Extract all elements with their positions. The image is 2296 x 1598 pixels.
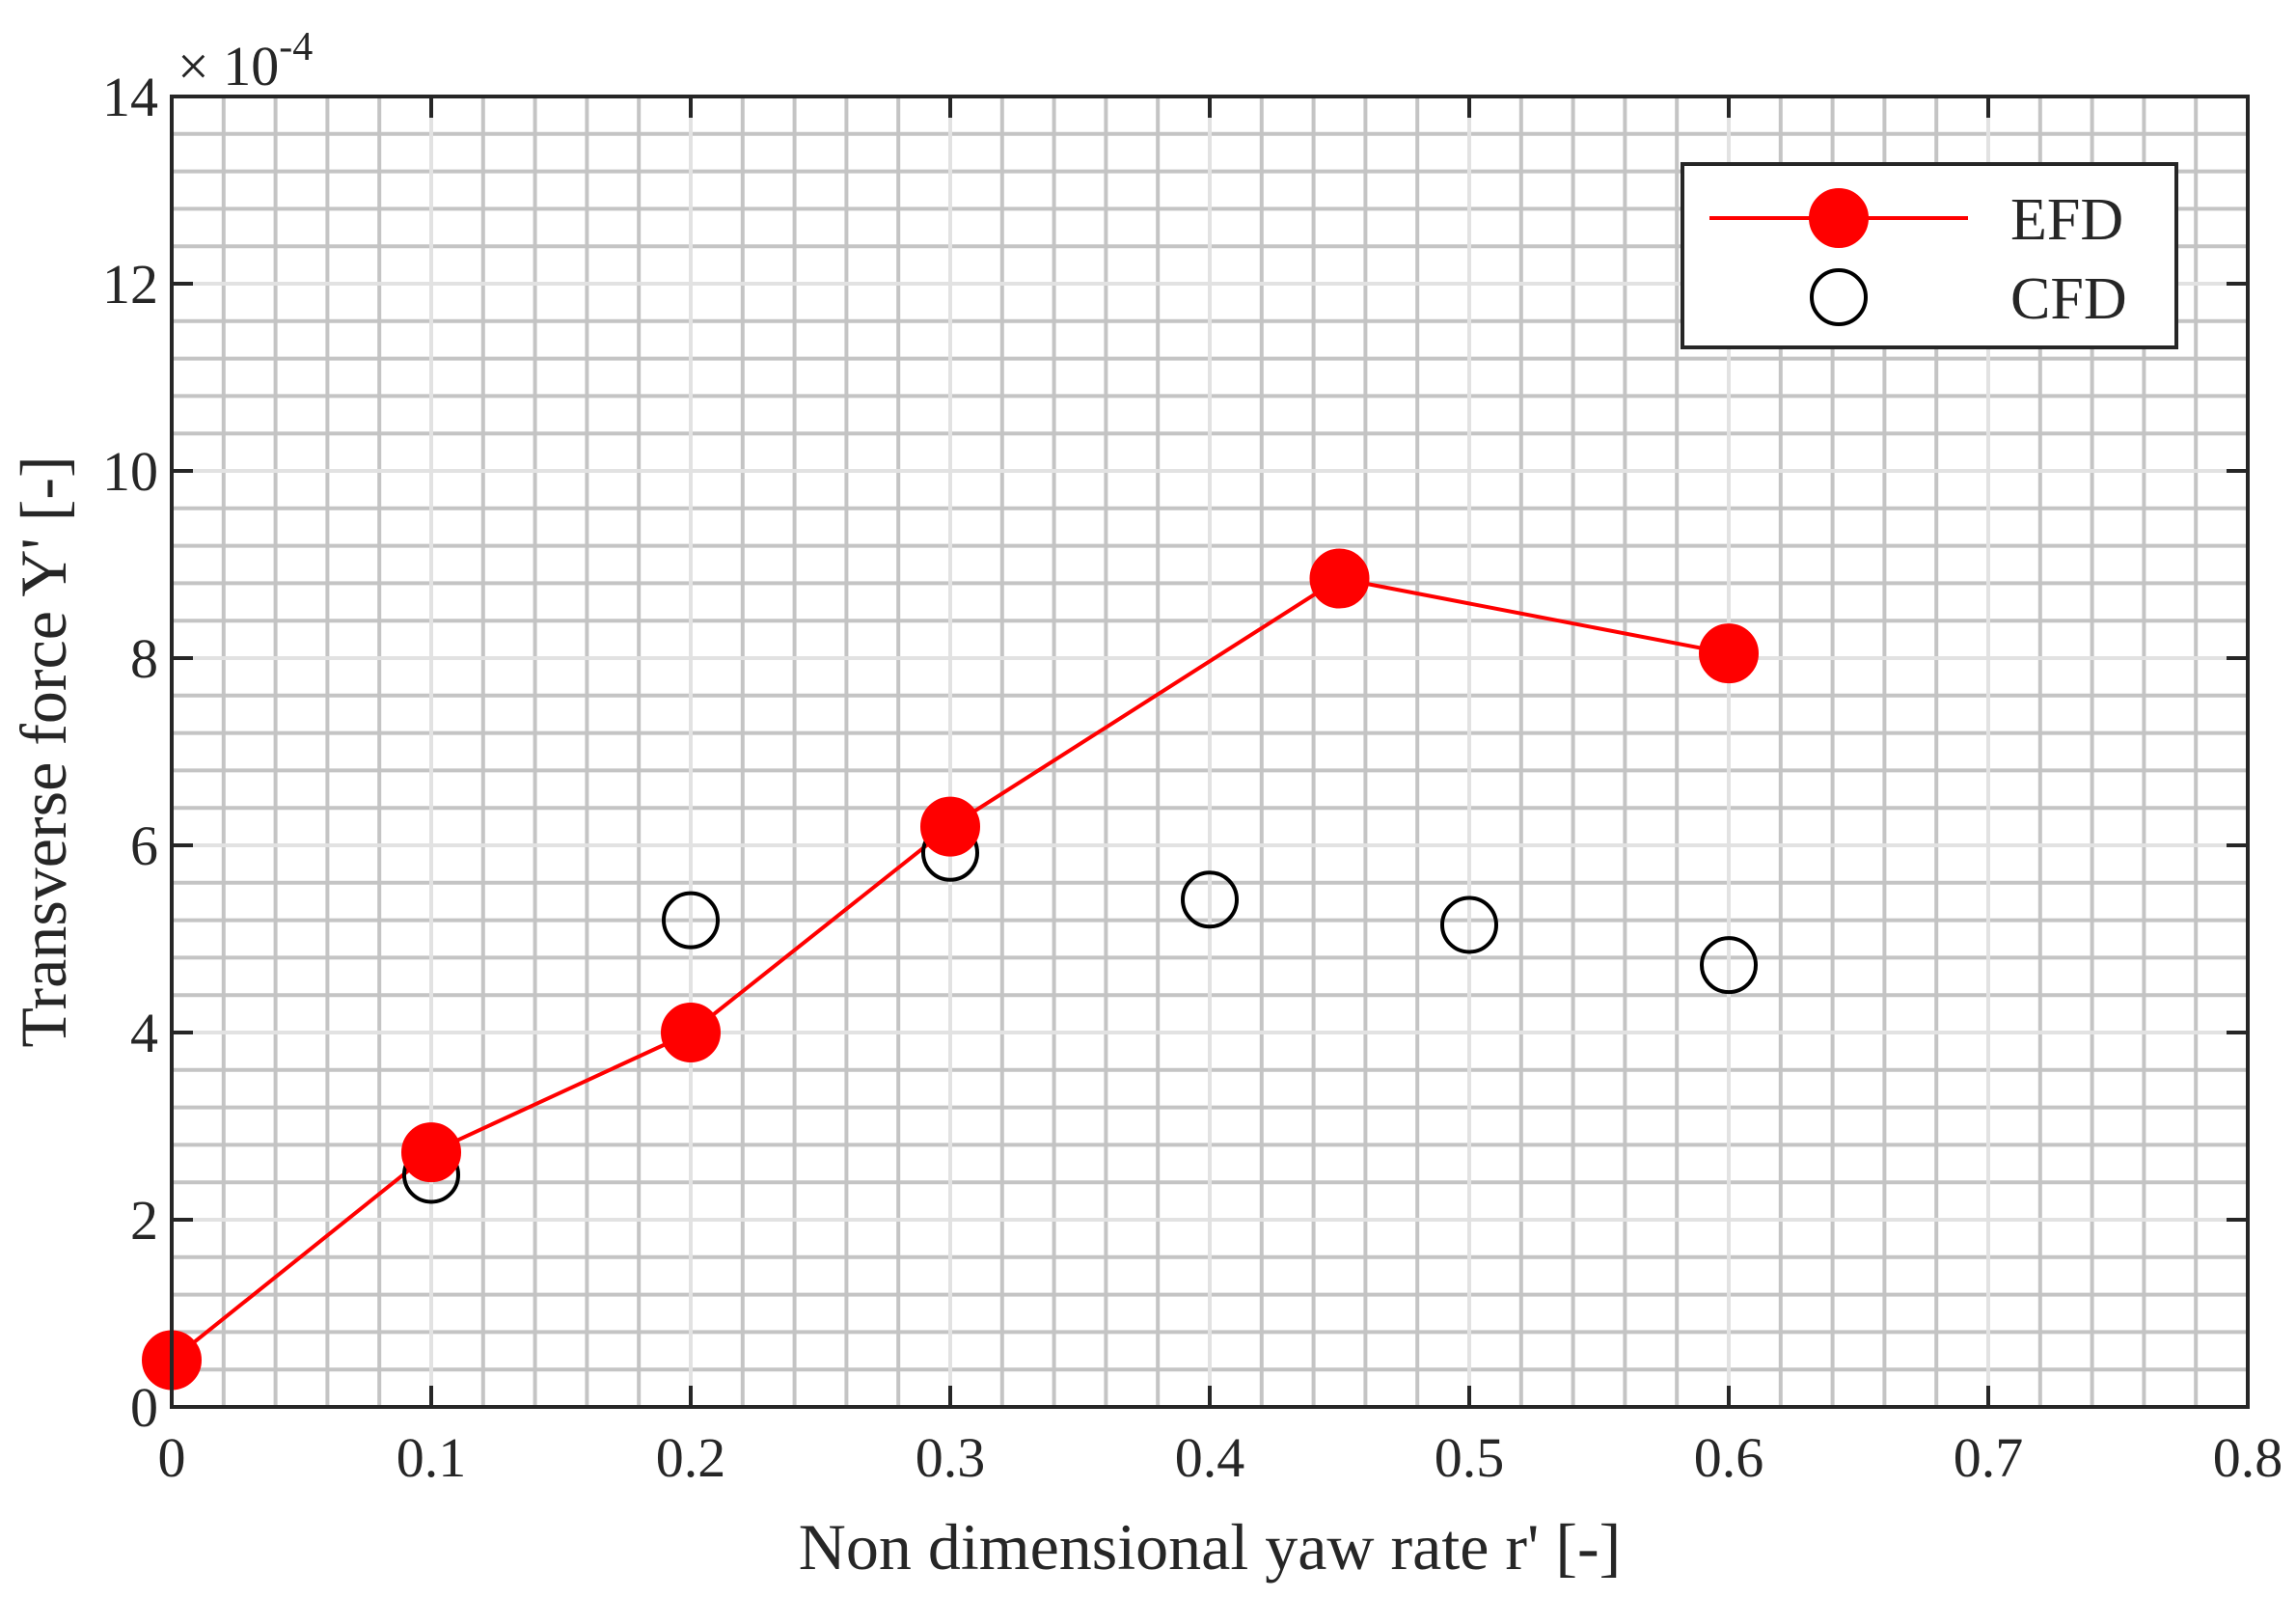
legend-efd-label: EFD xyxy=(2010,187,2123,253)
series-layer xyxy=(142,548,1759,1391)
axis-ticks xyxy=(170,95,2250,1409)
legend-cfd-marker xyxy=(1810,268,1868,326)
x-tick-label: 0.1 xyxy=(396,1426,467,1489)
legend: EFD CFD xyxy=(1681,162,2178,349)
cfd-point xyxy=(662,891,720,950)
efd-point xyxy=(661,1003,721,1062)
x-tick-label: 0.4 xyxy=(1175,1426,1245,1489)
y-tick-label: 14 xyxy=(102,66,158,128)
x-tick-label: 0.3 xyxy=(916,1426,986,1489)
y-tick-label: 10 xyxy=(102,440,158,503)
efd-series-line xyxy=(170,576,1730,1363)
legend-cfd-label: CFD xyxy=(2010,266,2127,332)
efd-point xyxy=(920,796,980,857)
cfd-point xyxy=(1700,936,1758,995)
legend-efd-marker xyxy=(1809,188,1869,248)
x-tick-label: 0.7 xyxy=(1954,1426,2024,1489)
y-tick-labels: 0 2 4 6 8 10 12 14 xyxy=(102,66,158,1439)
y-tick-label: 2 xyxy=(130,1189,158,1252)
y-exponent-label: × 10-4 xyxy=(178,25,313,97)
cfd-point xyxy=(1181,870,1239,929)
x-tick-label: 0.5 xyxy=(1435,1426,1505,1489)
x-tick-label: 0.2 xyxy=(656,1426,726,1489)
y-tick-label: 6 xyxy=(130,814,158,877)
x-axis-label: Non dimensional yaw rate r' [-] xyxy=(799,1510,1622,1584)
cfd-point xyxy=(1440,895,1498,954)
y-tick-label: 4 xyxy=(130,1002,158,1064)
y-tick-label: 8 xyxy=(130,627,158,690)
x-tick-label: 0 xyxy=(158,1426,186,1489)
y-axis-label: Transverse force Y' [-] xyxy=(7,455,80,1047)
y-tick-label: 0 xyxy=(130,1376,158,1439)
legend-box xyxy=(1681,162,2178,349)
efd-point xyxy=(1309,548,1370,609)
efd-point xyxy=(1699,623,1759,684)
x-tick-labels: 0 0.1 0.2 0.3 0.4 0.5 0.6 0.7 0.8 xyxy=(158,1426,2283,1489)
y-tick-label: 12 xyxy=(102,253,158,316)
efd-point xyxy=(401,1122,461,1183)
x-tick-label: 0.8 xyxy=(2213,1426,2283,1489)
x-tick-label: 0.6 xyxy=(1694,1426,1764,1489)
